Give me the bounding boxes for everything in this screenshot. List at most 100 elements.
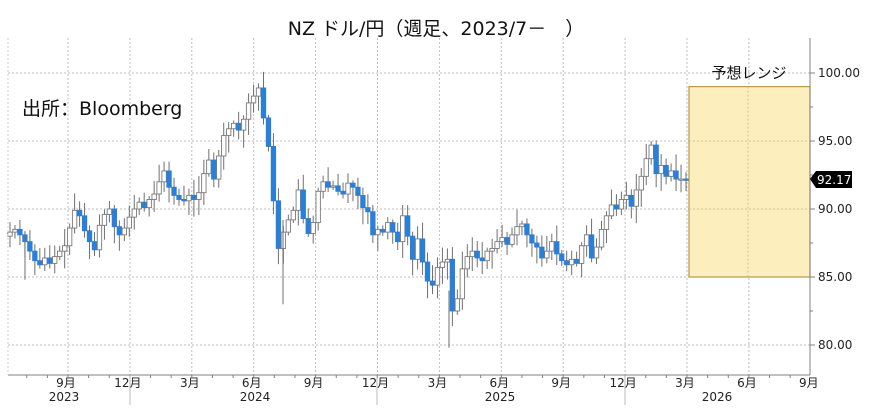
candle [231, 120, 237, 137]
candle [166, 161, 172, 203]
candle [683, 172, 689, 191]
candle [250, 84, 257, 113]
candle [255, 83, 262, 111]
y-tick-label: 95.00 [818, 134, 852, 148]
candle [240, 115, 247, 148]
candle [469, 237, 475, 272]
candle [608, 189, 615, 219]
candle [554, 225, 560, 266]
candle [414, 226, 421, 270]
candle [603, 211, 610, 244]
x-tick-label: 3月 [180, 376, 200, 390]
candle [633, 173, 639, 224]
candle [121, 218, 127, 242]
x-tick-label: 12月 [609, 376, 636, 390]
candle [613, 194, 620, 216]
candle [62, 228, 68, 269]
candle [201, 159, 207, 205]
candle [390, 219, 396, 244]
candle [424, 252, 431, 299]
candle [593, 238, 600, 265]
candle [186, 188, 192, 216]
x-tick-label: 12月 [114, 376, 141, 390]
candle [221, 122, 227, 170]
candle [573, 251, 580, 267]
x-year-label: 2024 [240, 390, 271, 404]
candle [474, 240, 480, 268]
candle [494, 229, 500, 254]
candle [156, 164, 162, 202]
last-price-marker: 92.17 [810, 171, 852, 188]
candle [534, 235, 540, 264]
x-tick-label: 6月 [242, 376, 262, 390]
candle [404, 205, 411, 246]
y-tick-label: 90.00 [818, 202, 852, 216]
x-tick-label: 9月 [56, 376, 76, 390]
candle [365, 194, 371, 225]
candle [658, 153, 664, 191]
x-tick-label: 12月 [362, 376, 389, 390]
candle [484, 247, 490, 269]
source-label: 出所：Bloomberg [22, 98, 182, 120]
candle [245, 93, 252, 136]
y-tick-label: 85.00 [818, 270, 852, 284]
candle [206, 149, 212, 177]
candle [400, 205, 406, 258]
candle [350, 180, 356, 202]
candle [499, 224, 505, 247]
candle [310, 215, 316, 244]
candle [588, 218, 595, 263]
candle [380, 225, 386, 236]
candle [598, 220, 605, 251]
x-year-label: 2026 [702, 390, 733, 404]
x-tick-label: 6月 [737, 376, 757, 390]
candle [81, 203, 88, 238]
candle [300, 174, 306, 224]
candle [539, 235, 545, 267]
candle [559, 249, 565, 266]
candle [171, 177, 177, 205]
candle [42, 247, 48, 271]
candle [295, 179, 301, 226]
x-tick-label: 9月 [551, 376, 571, 390]
candle [315, 187, 321, 231]
candle [86, 225, 93, 260]
candle [519, 220, 525, 236]
candle [17, 220, 23, 246]
candle [653, 140, 659, 188]
candle [275, 188, 282, 265]
candle [564, 250, 570, 272]
candle [489, 238, 495, 269]
candle [260, 71, 267, 125]
candle [444, 248, 451, 280]
x-tick-label: 9月 [799, 376, 819, 390]
candle [509, 227, 515, 248]
candle [504, 231, 510, 255]
candle [320, 175, 326, 199]
candle [270, 133, 277, 214]
candle [375, 225, 381, 251]
candle [47, 245, 53, 269]
candle [355, 177, 361, 210]
candle [181, 185, 187, 206]
y-tick-label: 100.00 [818, 66, 860, 80]
chart-title: NZ ドル/円（週足、2023/7－ ） [287, 18, 585, 40]
candle [544, 236, 550, 264]
candle [335, 173, 341, 196]
candle [449, 247, 456, 327]
candle [618, 191, 625, 216]
forecast-range-label: 予想レンジ [711, 64, 786, 82]
candle [235, 111, 242, 140]
candle [101, 209, 108, 240]
x-tick-label: 3月 [428, 376, 448, 390]
axes: 80.00 85.00 90.00 95.00 100.00 9月 12月 3月 6月 9月 12月… [7, 38, 860, 405]
candle [514, 209, 520, 246]
candle [27, 230, 33, 261]
y-tick-label: 80.00 [818, 338, 852, 352]
candle [345, 173, 351, 203]
candle [141, 192, 147, 212]
candle [673, 154, 679, 192]
last-price-value: 92.17 [817, 173, 851, 187]
candle [76, 201, 83, 227]
candle [643, 143, 649, 186]
